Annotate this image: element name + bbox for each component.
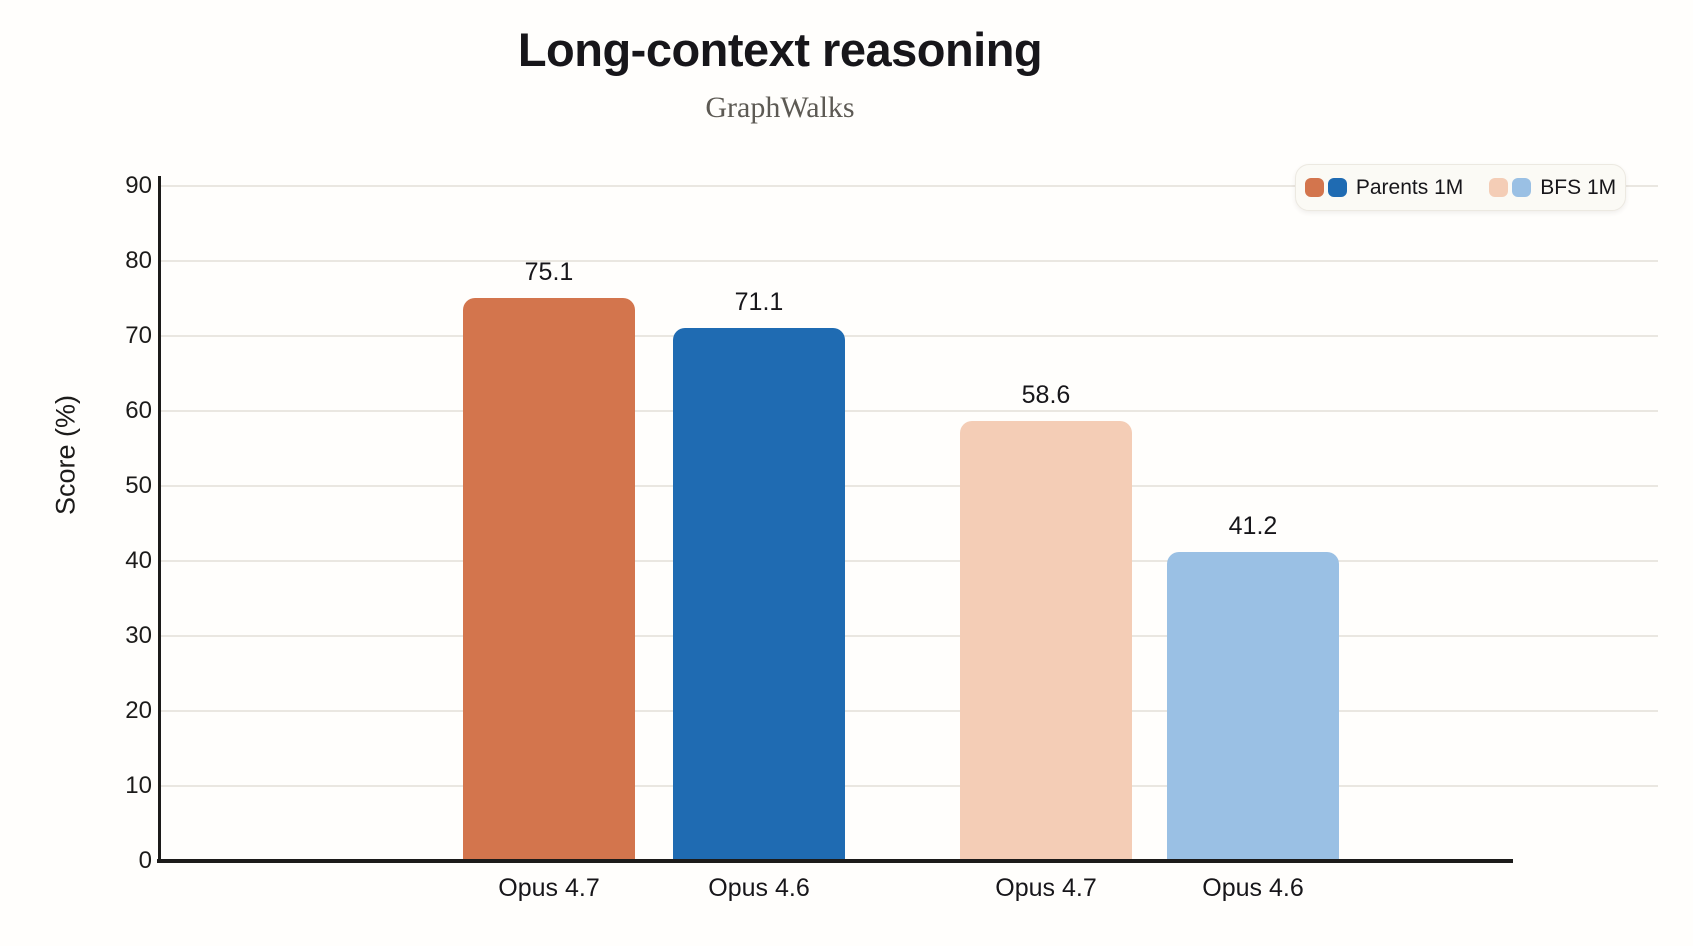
y-tick-label: 10 bbox=[125, 772, 152, 799]
bar bbox=[960, 421, 1132, 861]
y-tick-label: 90 bbox=[125, 172, 152, 199]
legend-swatch-icon bbox=[1327, 178, 1347, 197]
gridline bbox=[160, 635, 1658, 637]
chart-subtitle: GraphWalks bbox=[705, 91, 855, 124]
bar bbox=[463, 298, 635, 861]
y-tick-label: 0 bbox=[138, 847, 152, 874]
bar-value-label: 58.6 bbox=[1021, 381, 1071, 409]
x-tick-label: Opus 4.7 bbox=[995, 874, 1097, 902]
gridline bbox=[160, 185, 1658, 187]
bar bbox=[1167, 552, 1339, 861]
gridline bbox=[160, 785, 1658, 787]
gridline bbox=[160, 335, 1658, 337]
x-tick-label: Opus 4.6 bbox=[708, 874, 810, 902]
bar-value-label: 71.1 bbox=[734, 288, 784, 316]
gridline bbox=[160, 410, 1658, 412]
y-tick-label: 40 bbox=[125, 547, 152, 574]
gridline bbox=[160, 260, 1658, 262]
legend-swatch-icon bbox=[1489, 178, 1509, 197]
x-axis-line bbox=[157, 859, 1513, 863]
legend-swatch-icon bbox=[1512, 178, 1532, 197]
x-tick-label: Opus 4.7 bbox=[498, 874, 600, 902]
legend-label: BFS 1M bbox=[1540, 175, 1617, 199]
y-tick-label: 60 bbox=[125, 397, 152, 424]
bar-value-label: 41.2 bbox=[1228, 512, 1278, 540]
legend-entry: Parents 1M bbox=[1304, 175, 1464, 200]
legend-swatches bbox=[1489, 178, 1532, 197]
legend-label: Parents 1M bbox=[1355, 175, 1464, 199]
bar-value-label: 75.1 bbox=[524, 258, 574, 286]
gridline bbox=[160, 560, 1658, 562]
legend-entry: BFS 1M bbox=[1489, 176, 1616, 200]
legend-swatches bbox=[1304, 178, 1347, 197]
legend: Parents 1M BFS 1M bbox=[1295, 164, 1626, 211]
gridline bbox=[160, 710, 1658, 712]
y-tick-label: 30 bbox=[125, 622, 152, 649]
legend-swatch-icon bbox=[1304, 178, 1324, 197]
y-axis-title: Score (%) bbox=[50, 394, 81, 516]
chart-header: Long-context reasoning GraphWalks bbox=[0, 0, 1560, 125]
y-tick-label: 70 bbox=[125, 322, 152, 349]
bar bbox=[673, 328, 845, 861]
chart-title: Long-context reasoning bbox=[517, 23, 1043, 76]
gridline bbox=[160, 485, 1658, 487]
y-tick-label: 80 bbox=[125, 247, 152, 274]
x-tick-label: Opus 4.6 bbox=[1202, 874, 1304, 902]
y-tick-label: 50 bbox=[125, 472, 152, 499]
y-tick-label: 20 bbox=[125, 697, 152, 724]
y-axis-line bbox=[158, 176, 161, 863]
